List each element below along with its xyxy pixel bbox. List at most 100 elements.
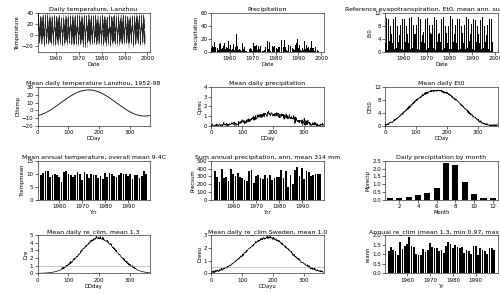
Bar <box>52 175 53 200</box>
Bar <box>387 198 393 200</box>
Bar <box>63 172 64 200</box>
Bar <box>237 173 238 200</box>
X-axis label: Date: Date <box>261 62 274 67</box>
Bar <box>95 175 96 200</box>
Bar <box>106 177 108 200</box>
Title: Mean daily temperature Lanzhou, 1952-98: Mean daily temperature Lanzhou, 1952-98 <box>26 81 161 86</box>
X-axis label: DDay: DDay <box>260 136 274 141</box>
Bar <box>136 176 138 200</box>
Bar <box>436 248 438 273</box>
Bar <box>290 175 292 200</box>
Y-axis label: Dttemp: Dttemp <box>16 96 20 116</box>
Title: Mean daily re_clim, mean 1.3: Mean daily re_clim, mean 1.3 <box>48 229 140 235</box>
Bar <box>490 198 496 200</box>
Y-axis label: Mprecip: Mprecip <box>366 170 371 191</box>
Bar <box>218 183 220 200</box>
Bar <box>461 247 463 273</box>
Bar <box>443 253 444 273</box>
Bar <box>120 173 122 200</box>
Bar <box>122 173 124 200</box>
Bar <box>239 177 241 200</box>
Bar <box>90 174 92 200</box>
Bar <box>317 174 318 200</box>
Bar <box>294 170 296 200</box>
Bar <box>92 175 94 200</box>
Bar <box>74 175 76 200</box>
Bar <box>100 176 102 200</box>
Bar <box>304 179 305 200</box>
Bar <box>104 173 106 200</box>
Bar <box>406 244 408 273</box>
Bar <box>488 248 490 273</box>
Bar <box>394 250 396 273</box>
Bar <box>72 177 74 200</box>
Bar <box>260 178 262 200</box>
Bar <box>276 176 278 200</box>
Title: Mean daily re_clim Sweden, mean 1.0: Mean daily re_clim Sweden, mean 1.0 <box>208 229 327 235</box>
Bar <box>118 175 120 200</box>
Bar <box>82 181 83 200</box>
Bar <box>397 255 399 273</box>
Bar <box>42 173 44 200</box>
X-axis label: Yrr: Yrr <box>90 210 98 215</box>
Bar <box>264 175 266 200</box>
Title: Mean daily Et0: Mean daily Et0 <box>418 81 465 86</box>
Bar <box>68 174 70 200</box>
Bar <box>138 178 140 200</box>
Bar <box>472 246 474 273</box>
Title: Precipitation: Precipitation <box>248 7 287 12</box>
Bar <box>454 245 456 273</box>
Bar <box>280 171 282 200</box>
Bar <box>296 167 298 200</box>
Bar <box>320 174 321 200</box>
Bar <box>114 176 115 200</box>
Bar <box>109 173 110 200</box>
Bar <box>278 177 280 200</box>
Bar <box>285 171 286 200</box>
Bar <box>216 177 218 200</box>
Y-axis label: Et0: Et0 <box>368 28 372 37</box>
Bar <box>404 245 406 273</box>
Title: Reference evapotranspiration, Et0, mean ann. sum 1015 mm: Reference evapotranspiration, Et0, mean … <box>345 7 500 12</box>
Bar <box>253 183 254 200</box>
X-axis label: DDay: DDay <box>434 136 448 141</box>
X-axis label: Yr: Yr <box>438 284 444 289</box>
Bar <box>464 253 465 273</box>
Bar <box>298 176 300 200</box>
X-axis label: Date: Date <box>88 62 100 67</box>
Bar <box>420 255 422 273</box>
Bar <box>462 182 468 200</box>
Bar <box>242 178 243 200</box>
Bar <box>400 242 401 273</box>
Bar <box>282 178 284 200</box>
Bar <box>424 252 426 273</box>
Bar <box>232 174 234 200</box>
Bar <box>408 237 410 273</box>
Bar <box>482 250 484 273</box>
Bar <box>70 176 71 200</box>
Bar <box>221 169 222 200</box>
Y-axis label: Precipitation: Precipitation <box>194 16 199 49</box>
X-axis label: DDday: DDday <box>84 284 102 289</box>
Bar <box>486 254 488 273</box>
Bar <box>223 178 225 200</box>
Bar <box>60 182 62 200</box>
Bar <box>477 255 479 273</box>
Bar <box>432 247 433 273</box>
Bar <box>475 246 476 273</box>
Bar <box>88 178 90 200</box>
Bar <box>271 180 273 200</box>
Bar <box>466 250 468 273</box>
Bar <box>491 248 492 273</box>
Bar <box>76 172 78 200</box>
Bar <box>411 246 412 273</box>
Bar <box>452 165 458 200</box>
X-axis label: DDayu: DDayu <box>258 284 276 289</box>
Bar <box>440 250 442 273</box>
Y-axis label: reann: reann <box>366 246 371 262</box>
Bar <box>434 188 440 200</box>
Bar <box>255 176 257 200</box>
Bar <box>54 173 56 200</box>
Bar <box>413 247 415 273</box>
Bar <box>445 246 447 273</box>
